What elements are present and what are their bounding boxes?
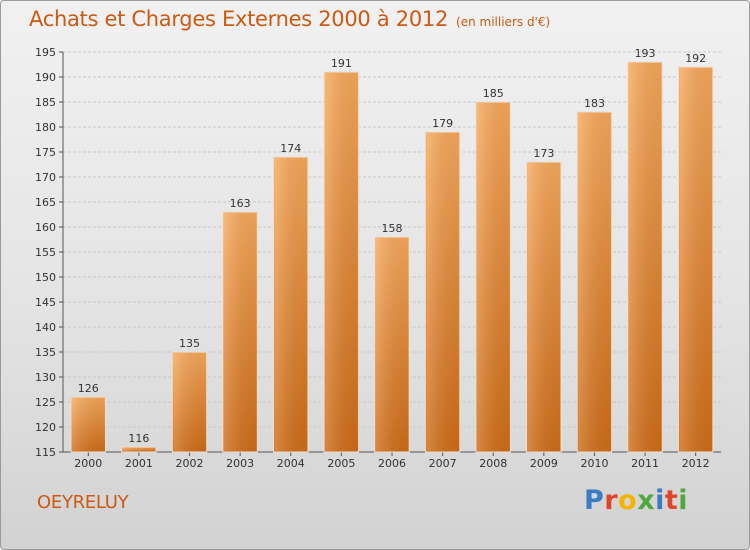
value-label-2004: 174 — [280, 142, 301, 155]
bar-shade — [477, 103, 510, 451]
x-tick-label: 2003 — [226, 457, 254, 470]
x-tick-label: 2004 — [277, 457, 305, 470]
value-labels: 126 116 135 163 174 191 158 179 185 173 183 193 192 — [78, 47, 706, 445]
bar-shade — [173, 353, 206, 451]
y-tick-label: 165 — [35, 196, 56, 209]
value-label-2011: 193 — [635, 47, 656, 60]
bar-shade — [679, 68, 712, 451]
chart-title: Achats et Charges Externes 2000 à 2012 — [29, 7, 449, 31]
y-tick-label: 155 — [35, 246, 56, 259]
title-block: Achats et Charges Externes 2000 à 2012 (e… — [29, 7, 550, 31]
value-label-2008: 185 — [483, 87, 504, 100]
y-axis: 115 120 125 130 135 140 145 150 155 160 165 170 175 1… — [35, 46, 64, 459]
y-tick-label: 130 — [35, 371, 56, 384]
proxiti-logo: Proxiti — [584, 485, 688, 516]
x-tick-label: 2002 — [176, 457, 204, 470]
y-tick-label: 125 — [35, 396, 56, 409]
value-label-2007: 179 — [432, 117, 453, 130]
bar-shade — [375, 238, 409, 451]
value-label-2002: 135 — [179, 337, 200, 350]
logo-letter: r — [604, 485, 619, 516]
y-tick-label: 160 — [35, 221, 56, 234]
y-tick-label: 180 — [35, 121, 56, 134]
bar-shade — [578, 113, 611, 451]
chart-subtitle: (en milliers d'€) — [456, 15, 551, 29]
x-tick-label: 2007 — [429, 457, 457, 470]
y-tick-label: 120 — [35, 421, 56, 434]
y-tick-label: 175 — [35, 146, 56, 159]
bar-shade — [527, 163, 561, 451]
y-tick-label: 145 — [35, 296, 56, 309]
y-tick-label: 185 — [35, 96, 56, 109]
logo-letter: i — [655, 485, 665, 516]
bar-shade — [274, 158, 307, 451]
bar-shade — [325, 73, 358, 451]
y-tick-label: 150 — [35, 271, 56, 284]
value-label-2009: 173 — [533, 147, 554, 160]
bar-shade — [628, 63, 662, 451]
y-tick-label: 115 — [35, 446, 56, 459]
x-tick-label: 2000 — [74, 457, 102, 470]
x-tick-label: 2011 — [631, 457, 659, 470]
x-tick-label: 2010 — [580, 457, 608, 470]
bar-shade — [72, 398, 105, 451]
x-tick-label: 2005 — [327, 457, 355, 470]
y-tick-label: 195 — [35, 46, 56, 59]
value-label-2006: 158 — [382, 222, 403, 235]
logo-letter: P — [584, 485, 605, 516]
bar-shade — [122, 448, 156, 451]
y-tick-label: 190 — [35, 71, 56, 84]
value-label-2000: 126 — [78, 382, 99, 395]
x-tick-label: 2009 — [530, 457, 558, 470]
bars — [70, 61, 714, 453]
place-name: OEYRELUY — [37, 492, 129, 513]
bar-shade — [426, 133, 459, 451]
value-label-2001: 116 — [128, 432, 149, 445]
y-tick-label: 140 — [35, 321, 56, 334]
x-tick-label: 2001 — [125, 457, 153, 470]
logo-letter: i — [678, 485, 689, 516]
value-label-2010: 183 — [584, 97, 605, 110]
x-tick-label: 2008 — [479, 457, 507, 470]
y-tick-label: 135 — [35, 346, 56, 359]
value-label-2012: 192 — [685, 52, 706, 65]
y-tick-label: 170 — [35, 171, 56, 184]
x-tick-label: 2006 — [378, 457, 406, 470]
x-tick-label: 2012 — [682, 457, 710, 470]
value-label-2005: 191 — [331, 57, 352, 70]
logo-letter: x — [637, 485, 656, 516]
x-axis: 2000 2001 2002 2003 2004 2005 2006 2007 2008 2009… — [63, 451, 721, 470]
value-label-2003: 163 — [230, 197, 251, 210]
logo-letter: t — [664, 485, 679, 516]
logo-letter: o — [618, 485, 638, 516]
bar-shade — [223, 213, 257, 451]
